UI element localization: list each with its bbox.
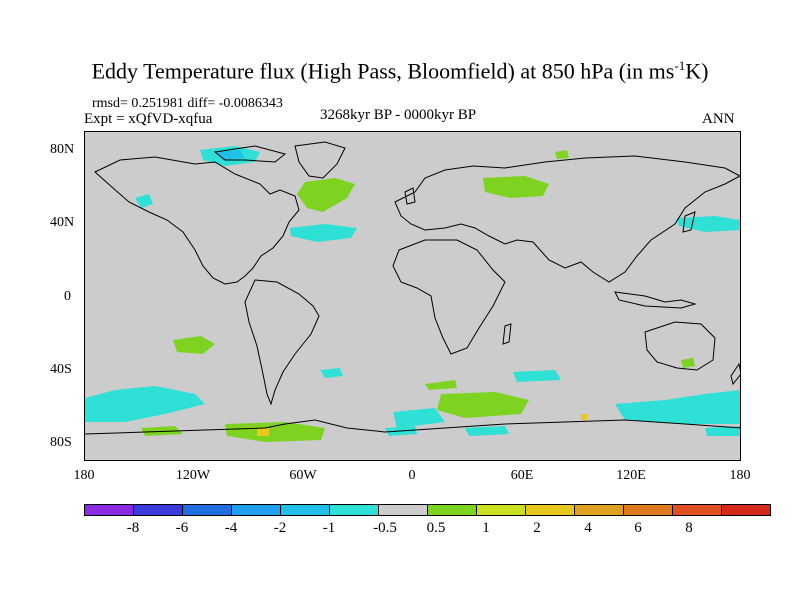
lon-tick-label: 180 <box>73 468 95 483</box>
map-svg <box>85 141 740 442</box>
anomaly-patch <box>615 390 740 424</box>
colorbar-swatch <box>525 504 575 516</box>
coastline-madagascar <box>502 323 512 345</box>
colorbar-label: 6 <box>634 520 642 536</box>
coastline-new-zealand <box>730 362 740 386</box>
anomaly-patch <box>705 426 740 436</box>
anomaly-patch <box>290 224 357 242</box>
colorbar <box>84 504 771 516</box>
lon-tick-label: 60E <box>510 468 534 483</box>
anomaly-patch <box>85 386 205 422</box>
lon-tick-label: 120W <box>175 468 211 483</box>
colorbar-swatch <box>329 504 379 516</box>
anomaly-patch <box>297 178 355 212</box>
coastline-arctic-islands <box>213 145 287 163</box>
anomaly-patch <box>581 414 587 420</box>
colorbar-swatch <box>476 504 526 516</box>
lon-tick-label: 180 <box>729 468 751 483</box>
colorbar-label: -8 <box>126 520 140 536</box>
lon-tick-label: 120E <box>616 468 646 483</box>
experiment-label: Expt = xQfVD-xqfua <box>84 111 213 127</box>
anomaly-patch <box>465 426 509 436</box>
period-label: 3268kyr BP - 0000kyr BP <box>320 107 477 123</box>
colorbar-label: 8 <box>685 520 693 536</box>
colorbar-swatch <box>133 504 183 516</box>
anomaly-patch <box>437 392 529 418</box>
coastline-indonesia <box>614 291 697 309</box>
stats-line: rmsd= 0.251981 diff= -0.0086343 <box>92 96 283 111</box>
anomaly-patch <box>513 370 561 382</box>
anomaly-patch <box>225 422 325 442</box>
coastline-greenland <box>294 141 346 179</box>
colorbar-swatch <box>231 504 281 516</box>
lat-tick-label: 80N <box>50 142 75 157</box>
colorbar-label: 0.5 <box>426 520 446 536</box>
rmsd-value: 0.251981 <box>131 96 184 111</box>
anomaly-patch <box>555 150 569 159</box>
colorbar-label: -1 <box>322 520 336 536</box>
coastline-antarctica <box>85 419 740 435</box>
anomaly-patch <box>320 368 343 378</box>
colorbar-swatch <box>672 504 722 516</box>
colorbar-label: 1 <box>482 520 490 536</box>
anomaly-patch <box>393 408 445 428</box>
lon-tick-label: 60W <box>289 468 317 483</box>
colorbar-label: -2 <box>273 520 287 536</box>
coastline-australia <box>644 321 716 371</box>
anomaly-patch <box>677 216 740 232</box>
anomaly-patch <box>173 336 215 354</box>
colorbar-swatch <box>427 504 477 516</box>
plot-title: Eddy Temperature flux (High Pass, Bloomf… <box>91 58 709 84</box>
colorbar-swatch <box>182 504 232 516</box>
lat-tick-label: 40S <box>50 362 72 377</box>
colorbar-swatch <box>280 504 330 516</box>
coastline-africa <box>392 239 506 355</box>
anomaly-patch <box>681 358 695 368</box>
lat-tick-label: 80S <box>50 435 72 450</box>
lon-tick-label: 0 <box>408 468 416 483</box>
coastline-eurasia <box>394 155 740 283</box>
lat-tick-label: 0 <box>64 289 71 304</box>
anomaly-patch <box>257 428 269 436</box>
coastline-japan <box>682 211 696 233</box>
colorbar-swatch <box>623 504 673 516</box>
map-panel <box>84 131 741 461</box>
season-label: ANN <box>702 111 735 127</box>
colorbar-swatch <box>378 504 428 516</box>
colorbar-label: -0.5 <box>373 520 397 536</box>
coastlines <box>85 141 740 435</box>
colorbar-swatch <box>574 504 624 516</box>
coastline-south-america <box>244 279 320 406</box>
colorbar-swatch <box>721 504 771 516</box>
diff-value: -0.0086343 <box>218 96 283 111</box>
lat-tick-label: 40N <box>50 215 75 230</box>
colorbar-swatch <box>84 504 134 516</box>
colorbar-label: 2 <box>533 520 541 536</box>
colorbar-label: -6 <box>175 520 189 536</box>
colorbar-label: -4 <box>224 520 238 536</box>
coastline-north-america <box>94 156 300 285</box>
coastline-uk <box>404 187 416 205</box>
anomaly-patch <box>135 194 153 208</box>
anomaly-patch <box>483 176 549 198</box>
anomaly-patch <box>425 380 457 390</box>
colorbar-label: 4 <box>584 520 592 536</box>
anomaly-patches <box>85 146 740 442</box>
